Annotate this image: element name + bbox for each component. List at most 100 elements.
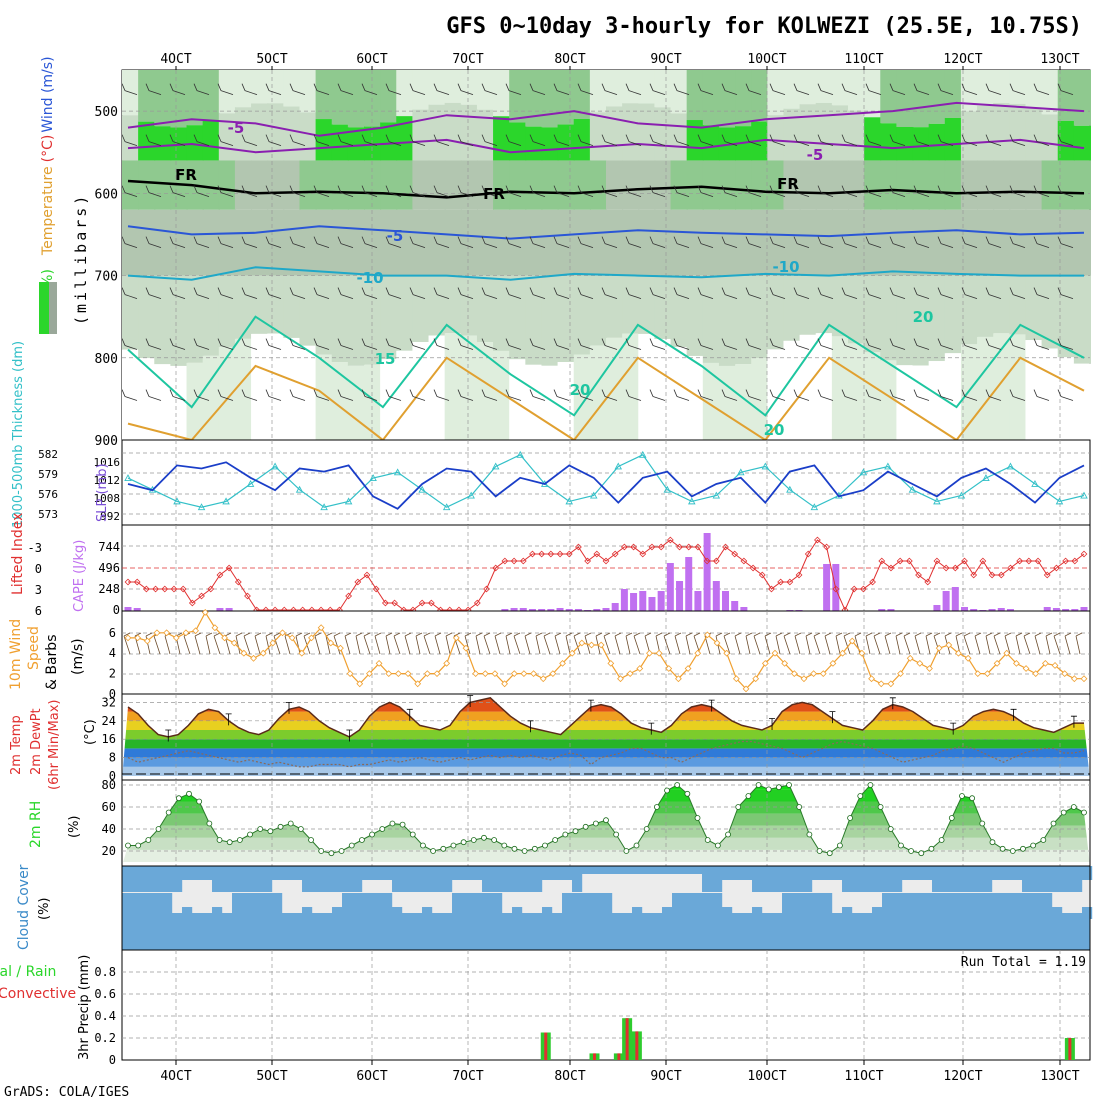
cape-bar	[547, 609, 555, 611]
cloud-high-block	[392, 866, 403, 892]
rh-shade-cell	[525, 70, 543, 127]
cloud-middle-block	[192, 913, 203, 919]
wind-barb	[817, 236, 834, 248]
lifted-index-point	[418, 599, 426, 607]
rh-shade-cell	[622, 275, 640, 334]
cloud-high-block	[1042, 866, 1053, 892]
rh-point	[389, 820, 396, 827]
cloud-high-block	[432, 866, 443, 892]
cloud-high-block	[1002, 866, 1013, 880]
cloud-middle-block	[932, 893, 943, 919]
lifted-index-point	[979, 557, 987, 565]
wind-speed-point	[501, 680, 509, 688]
wind-barb	[1064, 632, 1072, 655]
rh-shade-cell	[476, 160, 495, 210]
wind-speed-point	[964, 654, 972, 662]
rh-shade-cell	[1057, 209, 1075, 276]
thickness-point	[173, 497, 181, 505]
run-total-label: Run Total = 1.19	[961, 955, 1086, 970]
wind-barb	[841, 338, 858, 350]
wind-barb	[865, 236, 882, 248]
cloud-high-block	[762, 866, 773, 892]
wind-barb	[673, 287, 690, 299]
cape-bar	[694, 591, 702, 611]
cloud-middle-block	[852, 913, 863, 919]
wind-barb	[145, 185, 162, 198]
rh-shade-cell	[1041, 275, 1059, 349]
cloud-middle-block	[842, 907, 853, 919]
cloud-high-block	[1062, 866, 1073, 892]
lifted-index-point	[951, 564, 959, 572]
rh-point	[206, 820, 213, 827]
temp-band	[122, 748, 1090, 758]
cape-tick-label: 0	[113, 603, 120, 617]
rh-shade-cell	[557, 160, 575, 210]
bottom-date-label: 4OCT	[160, 1069, 191, 1084]
wind-speed-point	[317, 624, 325, 632]
wind-barb	[961, 83, 978, 96]
cloud-middle-block	[422, 907, 433, 919]
rh-shade-cell	[767, 70, 785, 116]
rh-shade-cell	[186, 209, 204, 276]
wind-barb	[674, 632, 682, 655]
cloud-high-block	[482, 866, 493, 892]
lifted-index-point	[997, 571, 1005, 579]
temp-tick-label: 8	[109, 751, 116, 765]
cape-bar	[225, 608, 233, 611]
cloud-middle-block	[742, 913, 753, 919]
wind-barb	[121, 134, 138, 147]
rh-shade-cell	[1025, 209, 1043, 276]
wind-barb	[289, 236, 306, 248]
rh-shade-cell	[767, 209, 785, 276]
cloud-middle-block	[1022, 893, 1033, 919]
rh-shade-cell	[476, 342, 495, 440]
top-date-label: 12OCT	[943, 52, 982, 67]
pressure-tick-label: 500	[95, 105, 118, 120]
minmax-whisker	[587, 699, 594, 712]
cape-bar	[1052, 608, 1060, 611]
rh-shade-cell	[283, 209, 301, 276]
cloud-high-block	[552, 866, 563, 880]
wind-barb	[217, 83, 234, 96]
wind-barb	[649, 389, 666, 401]
wind-barb	[481, 389, 498, 401]
rh-shade-cell	[347, 365, 365, 440]
wind-barb	[361, 236, 378, 248]
wind-barb	[217, 134, 234, 147]
lifted-index-point	[768, 585, 775, 593]
precip-frame	[121, 949, 1091, 1061]
wind-speed-point	[945, 641, 953, 649]
rh-point	[511, 845, 518, 852]
wind-barb	[404, 632, 412, 655]
lifted-index-point	[1062, 557, 1070, 565]
temp-line	[127, 696, 1084, 738]
wind-barb	[1057, 185, 1074, 198]
rh-point	[755, 782, 762, 788]
wind-barb	[577, 236, 594, 248]
lifted-index-point	[970, 571, 978, 579]
wind-barb	[241, 83, 258, 96]
rh-shade-cell	[428, 70, 446, 105]
wind-barb	[913, 389, 930, 401]
cloud-high-block	[202, 866, 213, 880]
cape-bar	[519, 608, 527, 611]
cloud-high-block	[1022, 866, 1033, 892]
rh-point	[786, 782, 792, 788]
cloud-high-block	[992, 866, 1003, 880]
rh-shade-cell	[364, 275, 382, 365]
wind-speed-point	[694, 649, 702, 657]
cloud-high-block	[1072, 866, 1083, 892]
chart-title: GFS 0~10day 3-hourly for KOLWEZI (25.5E,…	[446, 14, 1082, 39]
rh-point	[1050, 820, 1057, 827]
wind-barb	[529, 236, 546, 248]
lifted-index-point	[933, 557, 941, 565]
wind-barb	[925, 632, 933, 655]
wind-speed-point	[713, 639, 721, 647]
rh-shade-cell	[299, 112, 317, 161]
wind-barb	[284, 632, 292, 655]
wind-barb	[169, 287, 186, 299]
cloud-high-block	[802, 866, 813, 892]
wind-barb	[313, 287, 330, 299]
svg-text:RH (%)Temperature(°C)Wind (m/s: RH (%)Temperature(°C)Wind (m/s)	[40, 56, 56, 318]
lifted-index-point	[391, 599, 398, 607]
